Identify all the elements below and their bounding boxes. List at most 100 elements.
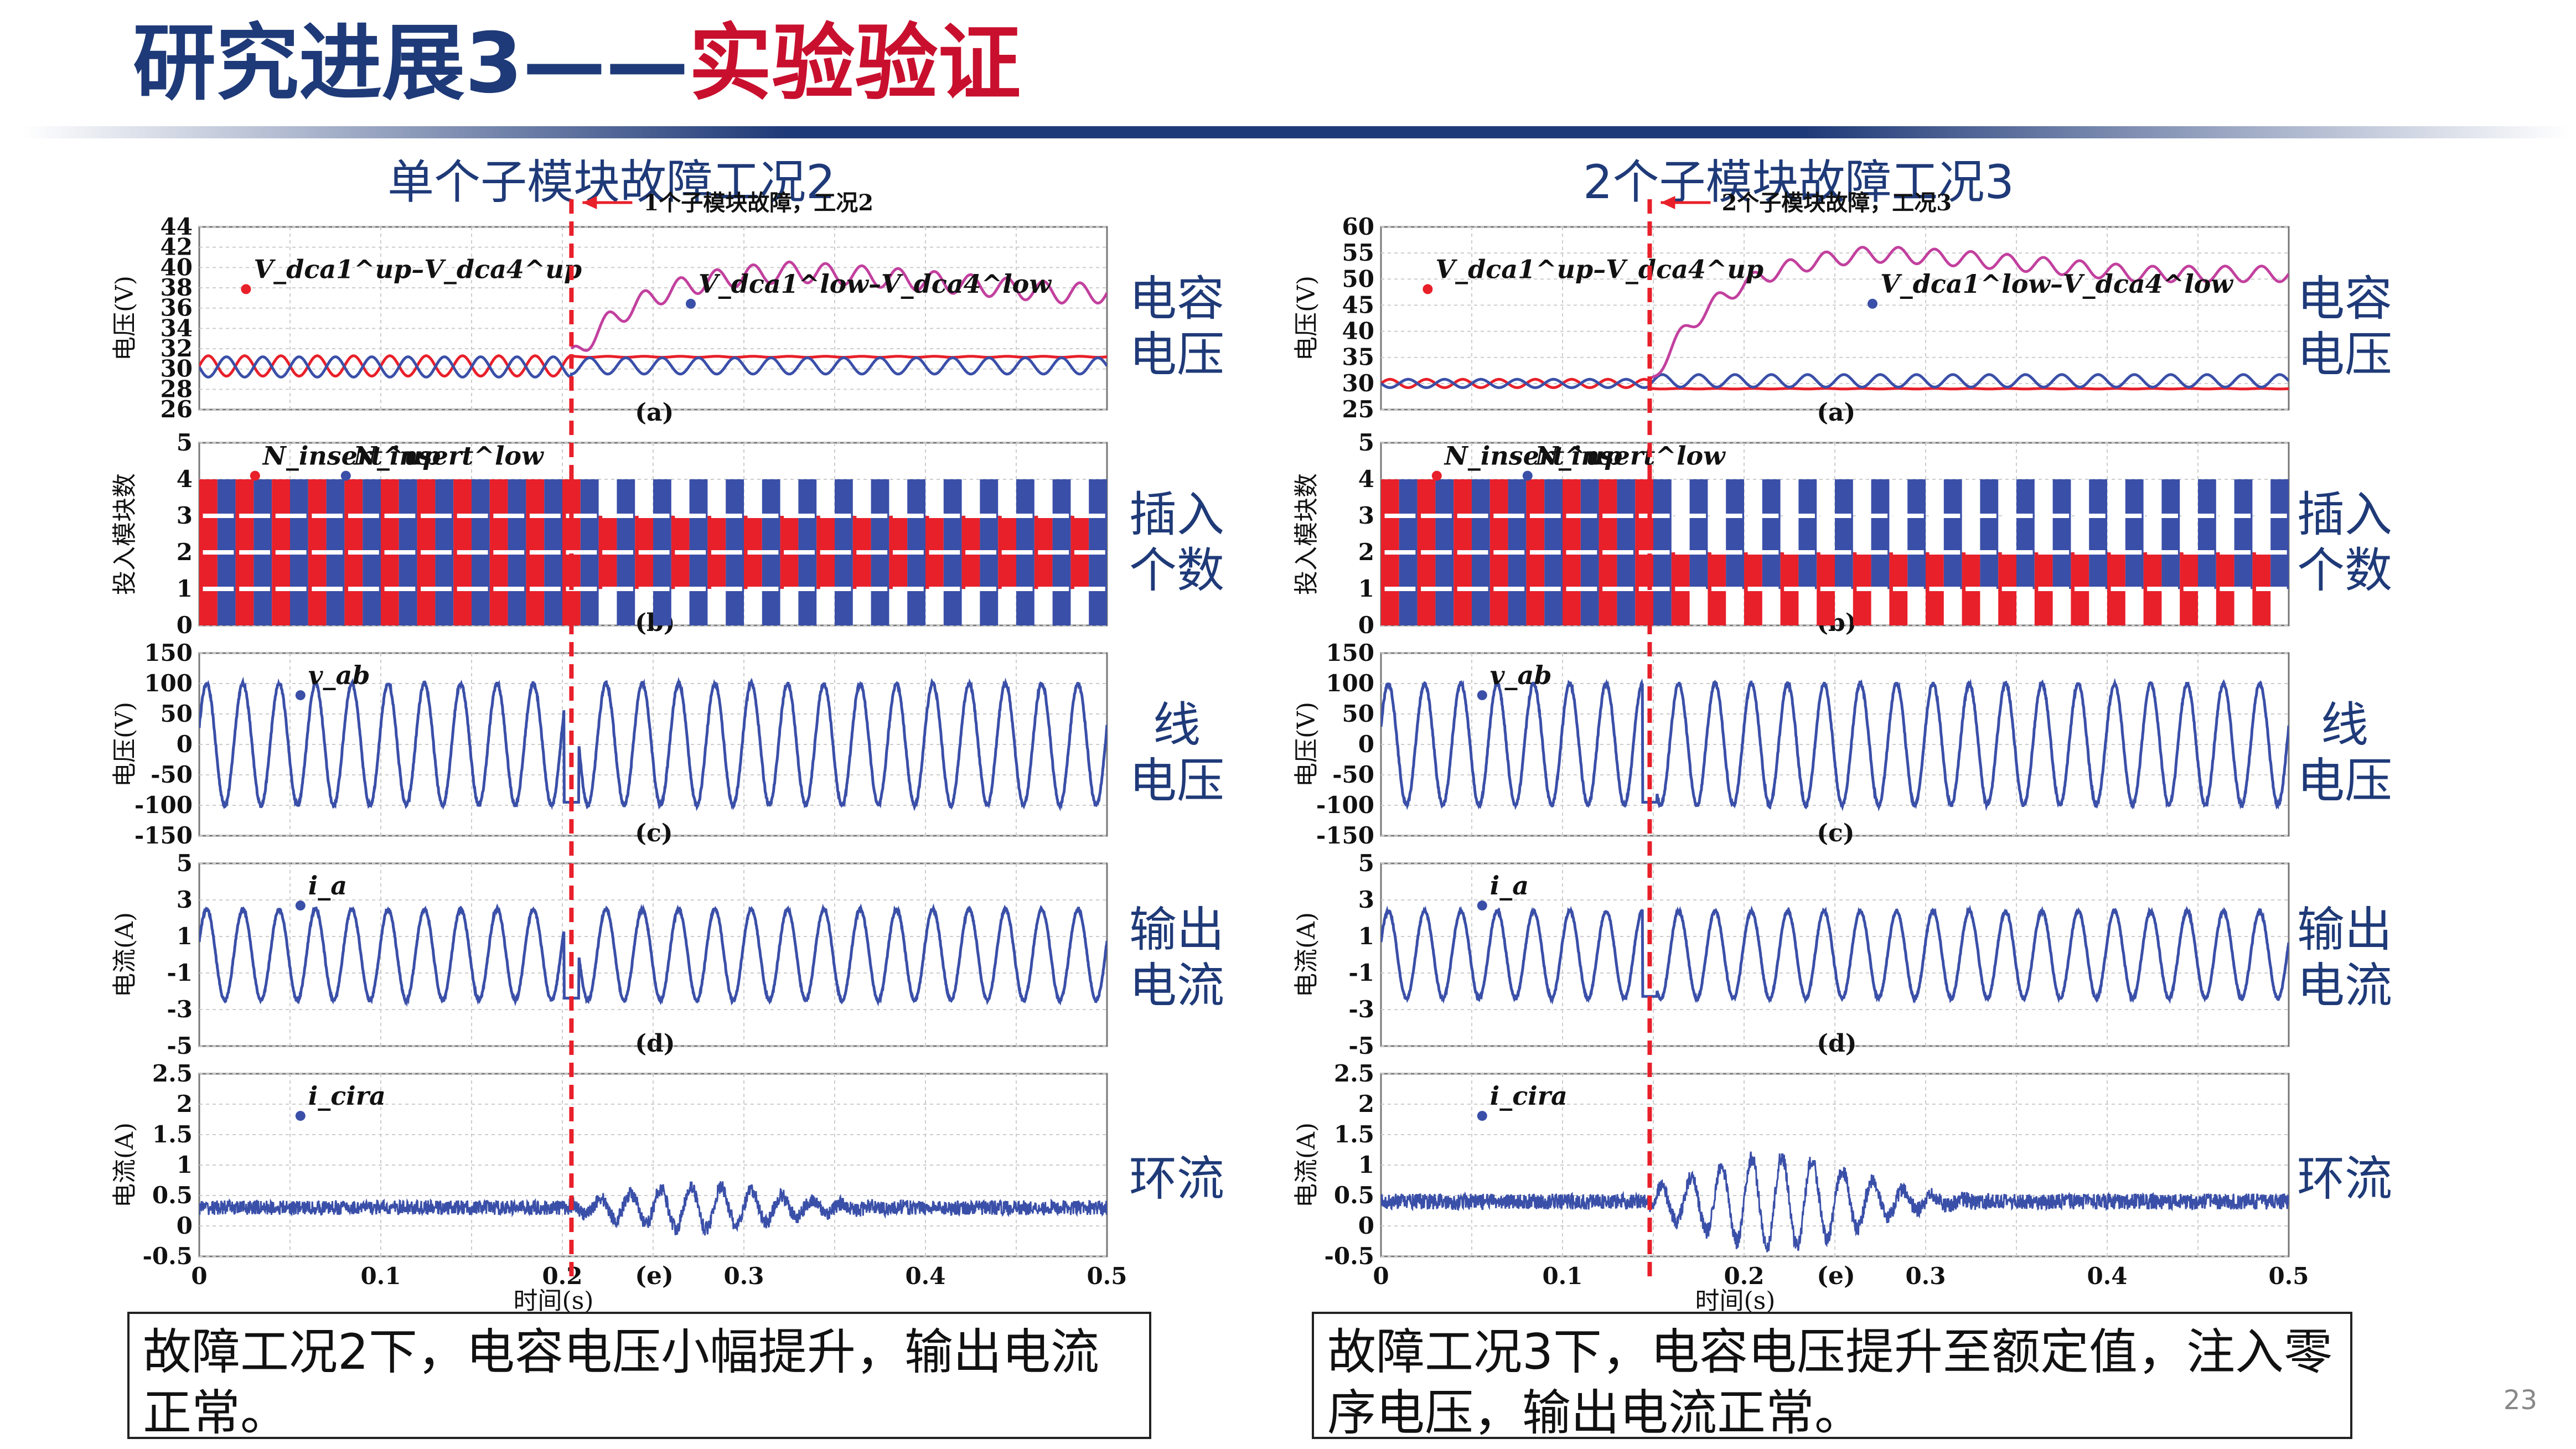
title-divider <box>22 126 2568 138</box>
blue-pulse <box>1798 479 1817 589</box>
y-tick-label: -3 <box>1348 996 1374 1023</box>
series-annotation: V_dca1^low–V_dca4^low <box>1880 269 2233 299</box>
plot-frame <box>1380 862 2290 1047</box>
y-tick-label: -3 <box>167 996 193 1023</box>
x-tick-label: 0.2 <box>1724 1262 1764 1290</box>
y-tick-label: 4 <box>1358 465 1374 493</box>
series-group <box>1381 479 2289 625</box>
subplot-label: (c) <box>1817 819 1854 847</box>
series-group <box>1381 904 2289 1005</box>
y-tick-label: 1 <box>177 1151 193 1178</box>
y-tick-label: 2 <box>1358 539 1374 566</box>
x-tick-label: 0.1 <box>1542 1262 1582 1290</box>
page-title-main: 研究进展3—— <box>133 15 689 112</box>
y-tick-label: 3 <box>1358 886 1374 913</box>
subplot-c: -150 -100 -50 0 50 100 150 电压(V) (c) v_ab <box>111 639 1108 849</box>
right-chart-stack: 2530354045505560电压(V)(a)V_dca1^up–V_dca4… <box>1292 190 2309 1315</box>
y-tick-label: 26 <box>161 396 193 423</box>
left-side-label-capacitor-voltage: 电容 电压 <box>1129 271 1224 383</box>
series-blue-line <box>199 1181 1107 1236</box>
fault-arrow-head <box>582 196 597 209</box>
y-tick-label: 50 <box>1342 700 1374 727</box>
series-group <box>199 676 1107 812</box>
page-number: 23 <box>2503 1385 2537 1416</box>
subplot-label: (e) <box>1817 1262 1855 1290</box>
annotation-arrow-marker <box>1868 298 1877 309</box>
left-side-label-line-voltage: 线电压 <box>1129 697 1224 809</box>
y-axis-label: 电流(A) <box>111 1122 139 1208</box>
right-side-label-inserted-count: 插入 个数 <box>2297 487 2392 599</box>
series-annotation: N_insert^low <box>1534 441 1726 471</box>
x-axis-label: 时间(s) <box>514 1287 594 1315</box>
y-tick-label: 45 <box>1342 291 1374 318</box>
y-tick-label: 100 <box>1326 670 1374 697</box>
blue-pulse <box>2198 479 2216 589</box>
blue-pulse <box>1835 479 1853 589</box>
subplot-label: (a) <box>635 399 674 427</box>
subplot-label: (a) <box>1817 399 1855 427</box>
y-tick-label: 5 <box>1358 850 1374 877</box>
series-blue-line <box>199 355 1107 379</box>
series-group <box>199 1181 1107 1236</box>
x-tick-label: 0.1 <box>360 1262 401 1290</box>
y-tick-label: 30 <box>1342 370 1374 397</box>
y-tick-label: -50 <box>151 761 193 788</box>
blue-pulse <box>2125 479 2144 589</box>
y-tick-label: -50 <box>1332 761 1374 788</box>
y-tick-label: 34 <box>161 314 193 341</box>
right-caption: 故障工况3下，电容电压提升至额定值，注入零序电压，输出电流正常。 <box>1312 1312 2352 1441</box>
x-tick-label: 0.4 <box>2087 1262 2127 1290</box>
fault-annotation: 1个子模块故障，工况2 <box>643 190 873 216</box>
y-tick-label: -100 <box>1316 791 1374 819</box>
blue-pulse <box>2161 479 2180 589</box>
y-tick-label: 5 <box>177 850 193 877</box>
blue-pulse <box>1726 479 1744 589</box>
series-annotation: N_insert^up <box>1444 441 1622 471</box>
y-axis-label: 电流(A) <box>1292 1122 1321 1208</box>
y-tick-label: 1 <box>177 575 193 602</box>
blue-pulse <box>1689 479 1708 589</box>
annotation-arrow-marker <box>340 470 351 481</box>
subplot-label: (c) <box>635 819 673 847</box>
series-annotation: V_dca1^up–V_dca4^up <box>1435 254 1763 284</box>
y-axis-label: 电压(V) <box>111 702 139 787</box>
series-annotation: i_cira <box>308 1081 386 1111</box>
left-chart-stack: 26283032343638404244电压(V)(a)V_dca1^up–V_… <box>111 190 1127 1315</box>
blue-pulse <box>1907 479 1926 589</box>
y-tick-label: 3 <box>177 886 193 913</box>
blue-pulse <box>2016 479 2035 589</box>
y-tick-label: 5 <box>177 429 193 456</box>
blue-pulse <box>2234 479 2253 589</box>
annotation-arrow-marker <box>250 470 260 481</box>
y-tick-label: 0.5 <box>1334 1182 1374 1209</box>
left-side-label-inserted-count: 插入 个数 <box>1129 487 1224 599</box>
y-tick-label: -1 <box>1348 959 1374 986</box>
y-tick-label: 32 <box>161 335 193 362</box>
series-magenta-line <box>570 260 1107 352</box>
y-tick-label: 60 <box>1342 213 1374 240</box>
page-title: 研究进展3——实验验证 <box>133 22 1021 105</box>
y-tick-label: -150 <box>135 822 193 849</box>
y-tick-label: 3 <box>177 502 193 529</box>
fault-arrow-head <box>1661 196 1675 209</box>
y-tick-label: 38 <box>161 274 193 301</box>
series-annotation: i_cira <box>1490 1081 1568 1111</box>
y-tick-label: 44 <box>161 213 193 240</box>
y-tick-label: 0 <box>1358 731 1374 758</box>
y-tick-label: 28 <box>161 375 193 402</box>
blue-pulse <box>1762 479 1781 589</box>
x-tick-label: 0.3 <box>723 1262 764 1290</box>
y-tick-label: 25 <box>1342 396 1374 423</box>
plot-frame <box>198 226 1108 411</box>
annotation-arrow-marker <box>1477 1111 1487 1121</box>
y-tick-label: 50 <box>161 700 193 727</box>
annotation-arrow-marker <box>295 1111 306 1121</box>
y-axis-label: 投入模块数 <box>111 473 139 595</box>
y-tick-label: 100 <box>144 670 193 697</box>
x-tick-label: 0.5 <box>1087 1262 1127 1290</box>
annotation-arrow-marker <box>1431 470 1442 481</box>
y-tick-label: 0 <box>177 612 193 639</box>
